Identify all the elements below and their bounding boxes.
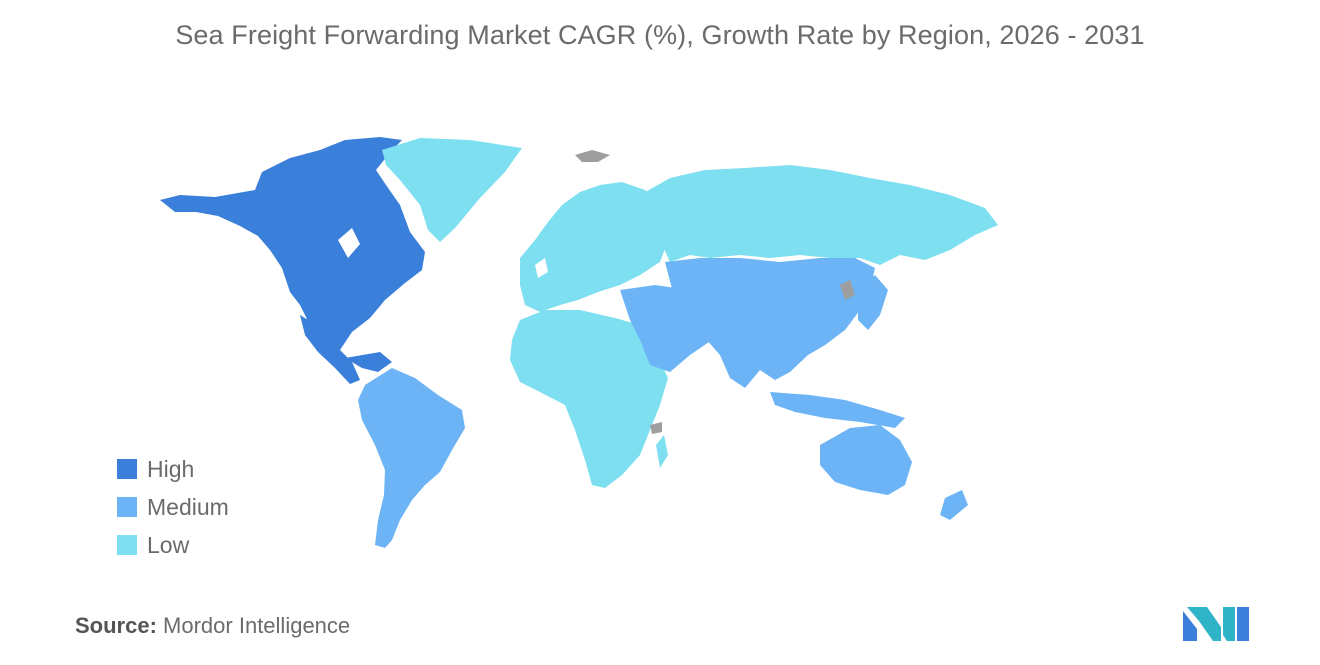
source-note: Source: Mordor Intelligence: [75, 613, 350, 639]
source-value: Mordor Intelligence: [163, 613, 351, 638]
region-greenland: [382, 138, 522, 242]
region-no-data: [575, 150, 855, 434]
legend-swatch-low: [117, 535, 137, 555]
region-asia-pacific: [665, 258, 968, 520]
region-russia: [640, 165, 998, 265]
legend-item-low: Low: [117, 526, 229, 564]
legend: High Medium Low: [117, 450, 229, 564]
region-africa: [510, 310, 668, 488]
region-south-america: [358, 368, 465, 548]
legend-label-high: High: [147, 455, 195, 482]
legend-swatch-medium: [117, 497, 137, 517]
region-europe: [520, 182, 668, 312]
legend-label-low: Low: [147, 531, 190, 558]
legend-swatch-high: [117, 459, 137, 479]
mordor-intelligence-logo-icon: [1183, 607, 1249, 641]
source-label: Source:: [75, 613, 157, 638]
region-north-america: [160, 137, 425, 384]
legend-item-high: High: [117, 450, 229, 488]
legend-item-medium: Medium: [117, 488, 229, 526]
chart-title: Sea Freight Forwarding Market CAGR (%), …: [175, 20, 1145, 50]
legend-label-medium: Medium: [147, 493, 229, 520]
